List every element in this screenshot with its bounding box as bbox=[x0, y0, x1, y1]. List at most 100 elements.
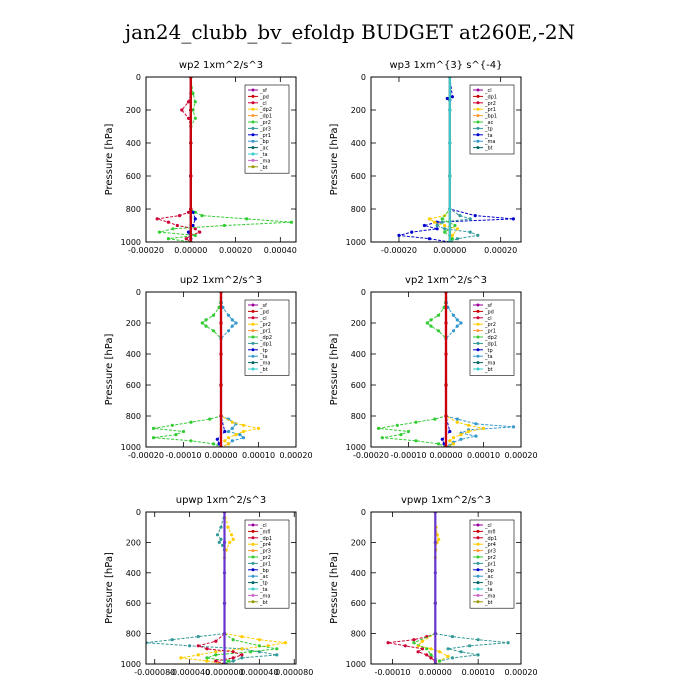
legend-marker bbox=[251, 523, 255, 527]
legend-marker bbox=[251, 303, 255, 307]
x-tick-label: -0.00020 bbox=[128, 246, 164, 255]
data-point bbox=[222, 632, 227, 636]
data-point bbox=[189, 439, 193, 443]
x-tick-label: 0.00010 bbox=[462, 668, 495, 677]
legend-marker bbox=[251, 348, 255, 352]
data-point bbox=[204, 324, 208, 328]
data-point bbox=[506, 641, 510, 645]
data-point bbox=[450, 237, 454, 241]
y-axis-label: Pressure [hPa] bbox=[104, 334, 115, 406]
legend-marker bbox=[251, 549, 255, 553]
data-point bbox=[170, 638, 174, 642]
legend-label: _tp bbox=[484, 126, 493, 132]
legend-label: _dp1 bbox=[484, 536, 497, 542]
legend-label: _bt bbox=[259, 600, 268, 606]
data-point bbox=[222, 540, 227, 545]
data-point bbox=[435, 533, 439, 537]
data-point bbox=[283, 641, 288, 645]
x-tick-label: 0.00010 bbox=[467, 451, 500, 460]
data-point bbox=[414, 420, 418, 424]
data-point bbox=[151, 426, 156, 430]
data-point bbox=[420, 647, 424, 651]
y-tick-label: 600 bbox=[126, 599, 141, 608]
legend-marker bbox=[251, 107, 255, 111]
data-point bbox=[205, 656, 209, 660]
x-tick-label: -0.00020 bbox=[128, 451, 164, 460]
data-point bbox=[196, 635, 200, 639]
legend-label: _dp2 bbox=[484, 335, 497, 341]
legend-marker bbox=[251, 581, 255, 585]
data-point bbox=[466, 429, 471, 434]
y-tick-label: 200 bbox=[351, 106, 366, 115]
legend-marker bbox=[251, 114, 255, 118]
data-point bbox=[438, 650, 442, 654]
legend-label: _bt bbox=[484, 367, 493, 373]
data-point bbox=[196, 644, 200, 648]
legend-marker bbox=[251, 542, 255, 546]
x-tick-label: -0.000080 bbox=[134, 668, 175, 677]
data-point bbox=[193, 116, 197, 120]
data-point bbox=[230, 439, 234, 443]
plot-title: upwp 1xm^2/s^3 bbox=[176, 495, 266, 506]
plot-wp2: wp2 1xm^2/s^3 Pressure [hPa] 0 200 400 600 800… bbox=[104, 60, 297, 255]
data-point bbox=[455, 324, 459, 328]
legend-marker bbox=[476, 146, 480, 150]
y-tick-label: 200 bbox=[351, 538, 366, 547]
legend-marker bbox=[251, 593, 255, 597]
data-point bbox=[459, 433, 463, 437]
data-point bbox=[448, 108, 452, 112]
legend-label: _tp bbox=[259, 581, 268, 587]
legend-marker bbox=[251, 561, 255, 565]
data-point bbox=[289, 220, 294, 224]
data-point bbox=[380, 436, 384, 440]
x-tick-label: -0.00020 bbox=[353, 451, 389, 460]
legend-label: _bt bbox=[259, 165, 268, 171]
data-point bbox=[433, 417, 437, 421]
data-point bbox=[444, 383, 448, 387]
data-point bbox=[211, 313, 216, 317]
legend-label: _ma bbox=[259, 361, 270, 367]
legend-label: _dp1 bbox=[259, 114, 272, 120]
y-tick-label: 0 bbox=[361, 508, 366, 517]
legend-label: _pr4 bbox=[484, 542, 496, 548]
legend-marker bbox=[476, 600, 480, 604]
data-point bbox=[189, 174, 193, 178]
data-point bbox=[257, 644, 261, 648]
plot-frame bbox=[145, 291, 297, 448]
plot-frame bbox=[145, 76, 297, 243]
x-tick-label: 0.00040 bbox=[264, 246, 297, 255]
data-point bbox=[468, 217, 472, 221]
x-tick-label: -0.00020 bbox=[381, 246, 417, 255]
data-point bbox=[450, 656, 454, 660]
y-tick-label: 0 bbox=[136, 288, 141, 297]
series-line-dp1 bbox=[388, 512, 436, 664]
data-point bbox=[275, 647, 279, 651]
legend-marker bbox=[251, 88, 255, 92]
legend-marker bbox=[251, 529, 255, 533]
data-point bbox=[446, 654, 450, 659]
data-point bbox=[474, 422, 478, 426]
legend-marker bbox=[476, 329, 480, 333]
data-point bbox=[151, 436, 156, 440]
data-point bbox=[425, 653, 429, 657]
data-point bbox=[193, 233, 197, 237]
legend-label: _cl bbox=[259, 101, 267, 107]
data-point bbox=[215, 437, 219, 441]
legend-label: _tp bbox=[484, 348, 493, 354]
legend-marker bbox=[476, 133, 480, 137]
data-point bbox=[240, 647, 244, 651]
data-point bbox=[219, 383, 223, 387]
data-point bbox=[174, 433, 178, 437]
data-point bbox=[448, 141, 452, 145]
legend-marker bbox=[476, 542, 480, 546]
x-tick-label: 0.00000 bbox=[419, 668, 452, 677]
data-point bbox=[240, 653, 244, 657]
data-point bbox=[458, 214, 462, 218]
data-point bbox=[450, 233, 454, 237]
data-point bbox=[211, 329, 216, 333]
legend-marker bbox=[251, 158, 255, 162]
data-point bbox=[451, 329, 456, 333]
plot-title: vpwp 1xm^2/s^3 bbox=[401, 495, 491, 506]
legend-label: _pr1 bbox=[259, 329, 271, 335]
plot-title: vp2 1xm^2/s^3 bbox=[405, 275, 487, 286]
